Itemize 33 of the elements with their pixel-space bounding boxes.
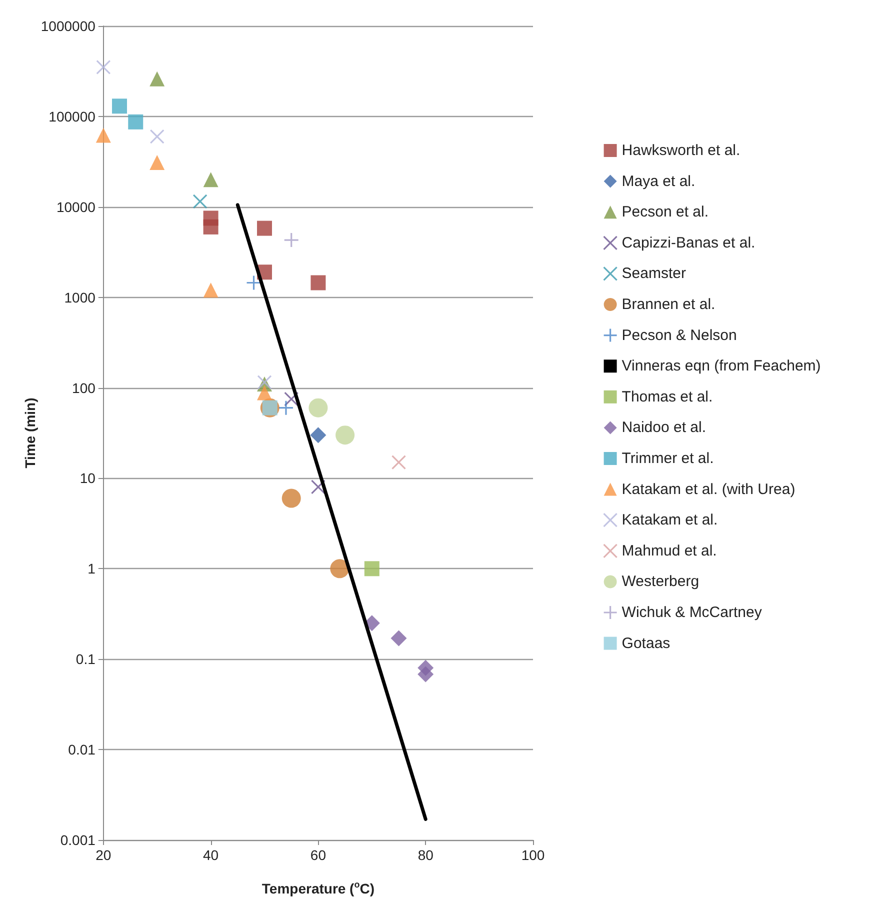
legend-label: Katakam et al. (with Urea) bbox=[622, 480, 796, 498]
legend-label: Westerberg bbox=[622, 573, 700, 590]
legend-label: Vinneras eqn (from Feachem) bbox=[622, 358, 821, 375]
x-tick-label: 40 bbox=[203, 847, 219, 863]
legend-label: Thomas et al. bbox=[622, 388, 713, 406]
y-tick-label: 1 bbox=[88, 560, 96, 577]
y-tick-label: 1000000 bbox=[40, 18, 96, 34]
y-tick-label: 1000 bbox=[64, 289, 96, 306]
x-tick-label: 100 bbox=[521, 847, 545, 863]
legend-label: Seamster bbox=[622, 265, 686, 282]
y-tick-label: 0.01 bbox=[68, 742, 96, 758]
legend-label: Hawksworth et al. bbox=[622, 142, 740, 159]
y-tick-label: 100 bbox=[72, 380, 96, 396]
x-tick-label: 20 bbox=[96, 847, 112, 863]
y-tick-label: 10 bbox=[80, 470, 96, 486]
legend-label: Pecson et al. bbox=[622, 204, 709, 221]
legend-label: Pecson & Nelson bbox=[622, 326, 737, 344]
y-tick-label: 100000 bbox=[48, 108, 96, 124]
legend-label: Wichuk & McCartney bbox=[622, 604, 762, 621]
legend-label: Capizzi-Banas et al. bbox=[622, 234, 756, 252]
x-tick-label: 80 bbox=[418, 847, 434, 863]
legend-label: Gotaas bbox=[622, 634, 670, 652]
legend-label: Katakam et al. bbox=[622, 512, 718, 529]
legend-label: Naidoo et al. bbox=[622, 419, 706, 436]
y-tick-label: 0.001 bbox=[60, 832, 96, 848]
y-axis-title: Time (min) bbox=[22, 398, 38, 468]
legend-label: Trimmer et al. bbox=[622, 450, 714, 467]
legend-label: Mahmud et al. bbox=[622, 542, 717, 560]
legend-label: Maya et al. bbox=[622, 172, 696, 190]
y-tick-label: 10000 bbox=[56, 198, 96, 215]
y-tick-label: 0.1 bbox=[76, 651, 96, 668]
legend-label: Brannen et al. bbox=[622, 296, 716, 313]
x-tick-label: 60 bbox=[310, 847, 326, 863]
